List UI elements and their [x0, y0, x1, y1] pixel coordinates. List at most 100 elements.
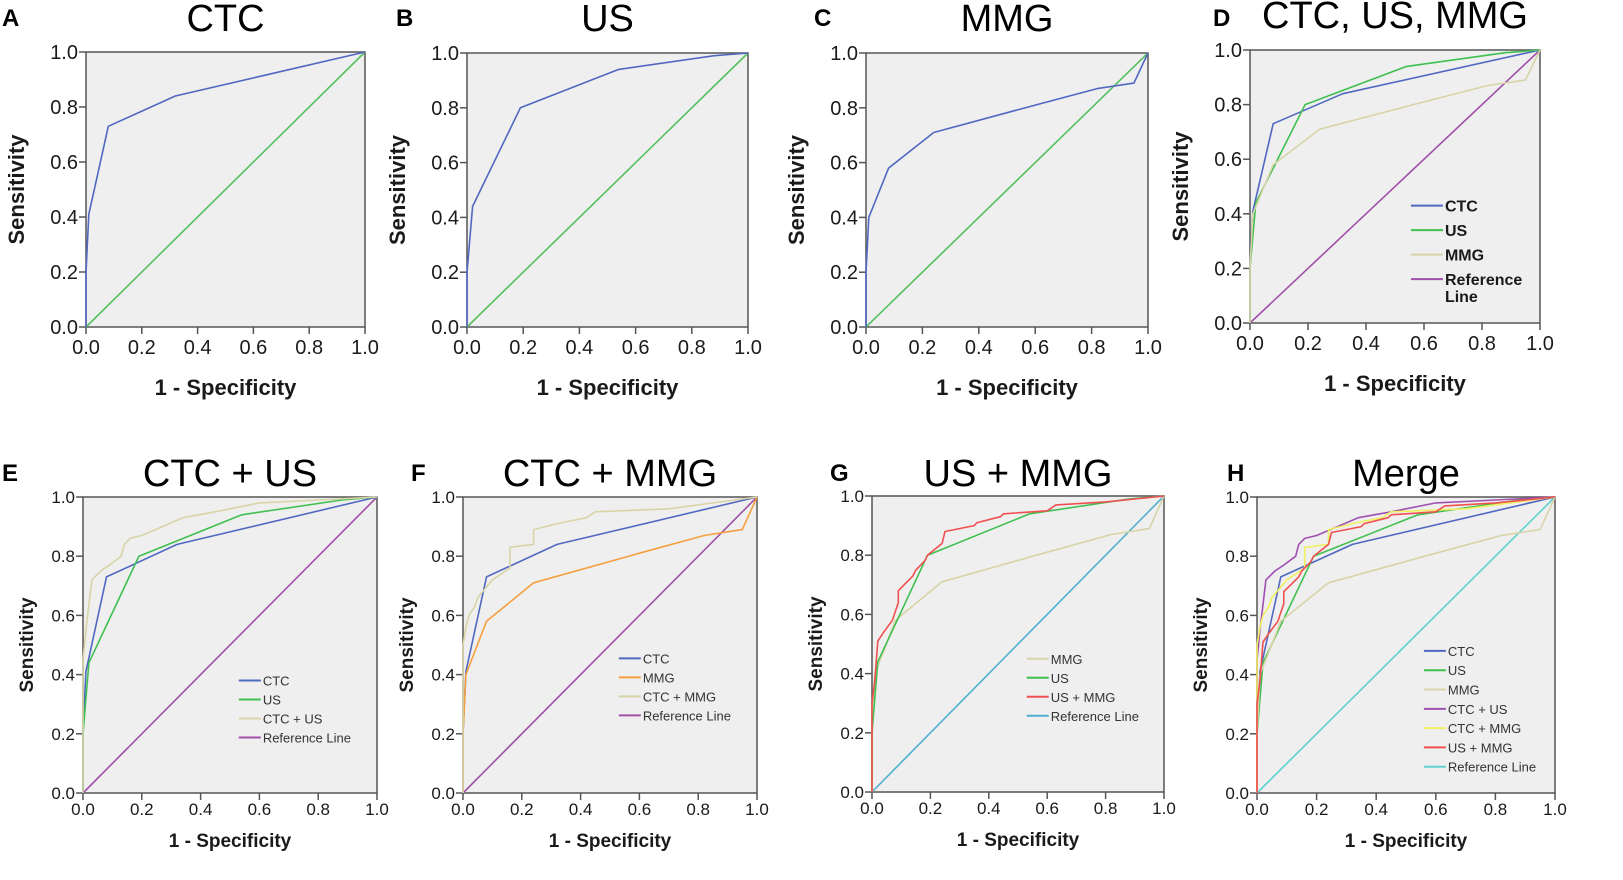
y-tick-label: 0.2 — [431, 262, 459, 284]
roc-curve-reference-line — [466, 52, 749, 328]
x-tick-label: 1.0 — [734, 337, 762, 359]
x-tick-label: 1.0 — [1543, 800, 1567, 819]
panel-title: CTC + US — [143, 453, 317, 495]
x-tick-label: 1.0 — [1152, 799, 1176, 818]
panel-title: CTC + MMG — [503, 453, 717, 495]
x-tick-label: 1.0 — [365, 800, 389, 819]
panel-letter: D — [1213, 5, 1230, 32]
roc-curve-ctc-mmg — [1256, 496, 1556, 793]
roc-curve-reference-line — [1256, 496, 1556, 794]
x-tick-label: 0.4 — [977, 799, 1001, 818]
x-tick-label: 0.4 — [965, 337, 993, 359]
x-tick-label: 1.0 — [1526, 333, 1554, 355]
y-tick-label: 1.0 — [51, 488, 75, 507]
legend-label: Reference Line — [643, 708, 731, 723]
x-tick-label: 0.8 — [306, 800, 330, 819]
x-tick-label: 0.8 — [686, 800, 710, 819]
panel-letter: H — [1227, 460, 1244, 487]
x-axis-title: 1 - Specificity — [1324, 371, 1467, 396]
x-tick-label: 1.0 — [745, 800, 769, 819]
x-tick-label: 0.2 — [908, 337, 936, 359]
x-axis-title: 1 - Specificity — [549, 831, 672, 852]
x-tick-label: 0.8 — [295, 337, 323, 359]
x-tick-label: 0.0 — [852, 337, 880, 359]
y-axis-title: Sensitivity — [385, 134, 410, 245]
y-tick-label: 1.0 — [830, 43, 858, 65]
roc-curve-ctc-us — [82, 496, 378, 793]
x-tick-label: 0.0 — [860, 799, 884, 818]
y-tick-label: 0.4 — [1214, 204, 1242, 226]
legend-label: MMG — [643, 670, 675, 685]
x-tick-label: 0.6 — [1035, 799, 1059, 818]
panel-letter: C — [814, 5, 831, 32]
y-tick-label: 0.6 — [50, 152, 78, 174]
x-tick-label: 0.0 — [453, 337, 481, 359]
y-tick-label: 1.0 — [1214, 40, 1242, 62]
panel-title: Merge — [1352, 453, 1460, 495]
y-tick-label: 1.0 — [431, 488, 455, 507]
panel-title: CTC, US, MMG — [1262, 0, 1528, 37]
y-tick-label: 0.0 — [1225, 784, 1249, 803]
y-tick-label: 0.0 — [830, 317, 858, 339]
y-tick-label: 0.0 — [1214, 313, 1242, 335]
y-tick-label: 0.4 — [431, 207, 459, 229]
x-tick-label: 0.6 — [239, 337, 267, 359]
y-tick-label: 0.8 — [51, 547, 75, 566]
roc-panel-c: C MMG 0.0 0.2 0.4 0.6 0.8 1.0 0.0 0.2 0.4 0.6 0.8 1.0… — [784, 0, 1162, 400]
y-tick-label: 0.6 — [1225, 606, 1249, 625]
roc-curve-reference-line — [82, 496, 378, 794]
y-tick-label: 0.8 — [50, 97, 78, 119]
roc-curve-ctc-us — [1256, 496, 1556, 793]
x-tick-label: 1.0 — [351, 337, 379, 359]
legend-label: MMG — [1445, 248, 1484, 265]
y-tick-label: 0.2 — [51, 725, 75, 744]
x-tick-label: 0.8 — [1484, 800, 1508, 819]
x-tick-label: 0.2 — [130, 800, 154, 819]
legend-label: CTC + US — [263, 712, 323, 727]
x-axis-title: 1 - Specificity — [537, 375, 680, 400]
x-axis-title: 1 - Specificity — [957, 830, 1080, 851]
panel-letter: G — [830, 460, 849, 487]
y-tick-label: 0.6 — [431, 153, 459, 175]
legend: MMG US US + MMG Reference Line — [1026, 652, 1139, 724]
roc-curve-reference-line — [85, 51, 366, 328]
x-tick-label: 0.4 — [569, 800, 593, 819]
x-tick-label: 0.4 — [189, 800, 213, 819]
y-tick-label: 1.0 — [431, 43, 459, 65]
x-axis-title: 1 - Specificity — [1345, 831, 1468, 852]
roc-panel-a: A CTC 0.0 0.2 0.4 0.6 0.8 1.0 0.0 0.2 0.4 0.6 0.8 1.0… — [2, 0, 379, 400]
y-tick-label: 1.0 — [1225, 488, 1249, 507]
y-tick-label: 0.8 — [431, 98, 459, 120]
legend-label: CTC — [643, 651, 670, 666]
x-tick-label: 0.8 — [1468, 333, 1496, 355]
x-tick-label: 0.4 — [565, 337, 593, 359]
legend-label: US + MMG — [1051, 690, 1116, 705]
y-tick-label: 0.4 — [830, 207, 858, 229]
y-tick-label: 0.0 — [50, 317, 78, 339]
y-tick-label: 0.6 — [1214, 149, 1242, 171]
x-tick-label: 0.8 — [1078, 337, 1106, 359]
y-tick-label: 0.8 — [830, 98, 858, 120]
x-tick-label: 0.0 — [1245, 800, 1269, 819]
y-tick-label: 0.0 — [431, 784, 455, 803]
legend-label: CTC — [1445, 199, 1478, 216]
roc-panel-b: B US 0.0 0.2 0.4 0.6 0.8 1.0 0.0 0.2 0.4 0.6 0.8 1.0 1… — [385, 0, 762, 400]
legend-label: CTC — [263, 674, 290, 689]
roc-curve-reference-line — [462, 496, 758, 794]
legend-label: Reference Line — [1448, 760, 1536, 775]
roc-curve-reference-line — [865, 52, 1149, 328]
x-tick-label: 0.4 — [184, 337, 212, 359]
x-tick-label: 0.8 — [678, 337, 706, 359]
y-tick-label: 0.0 — [51, 784, 75, 803]
legend-label: CTC — [1448, 644, 1475, 659]
legend-label: CTC + MMG — [643, 689, 716, 704]
x-tick-label: 0.0 — [72, 337, 100, 359]
panel-letter: B — [396, 5, 413, 32]
legend-label: MMG — [1448, 683, 1480, 698]
x-tick-label: 0.6 — [628, 800, 652, 819]
x-axis-title: 1 - Specificity — [155, 375, 298, 400]
y-tick-label: 0.2 — [1214, 258, 1242, 280]
x-tick-label: 0.6 — [248, 800, 272, 819]
